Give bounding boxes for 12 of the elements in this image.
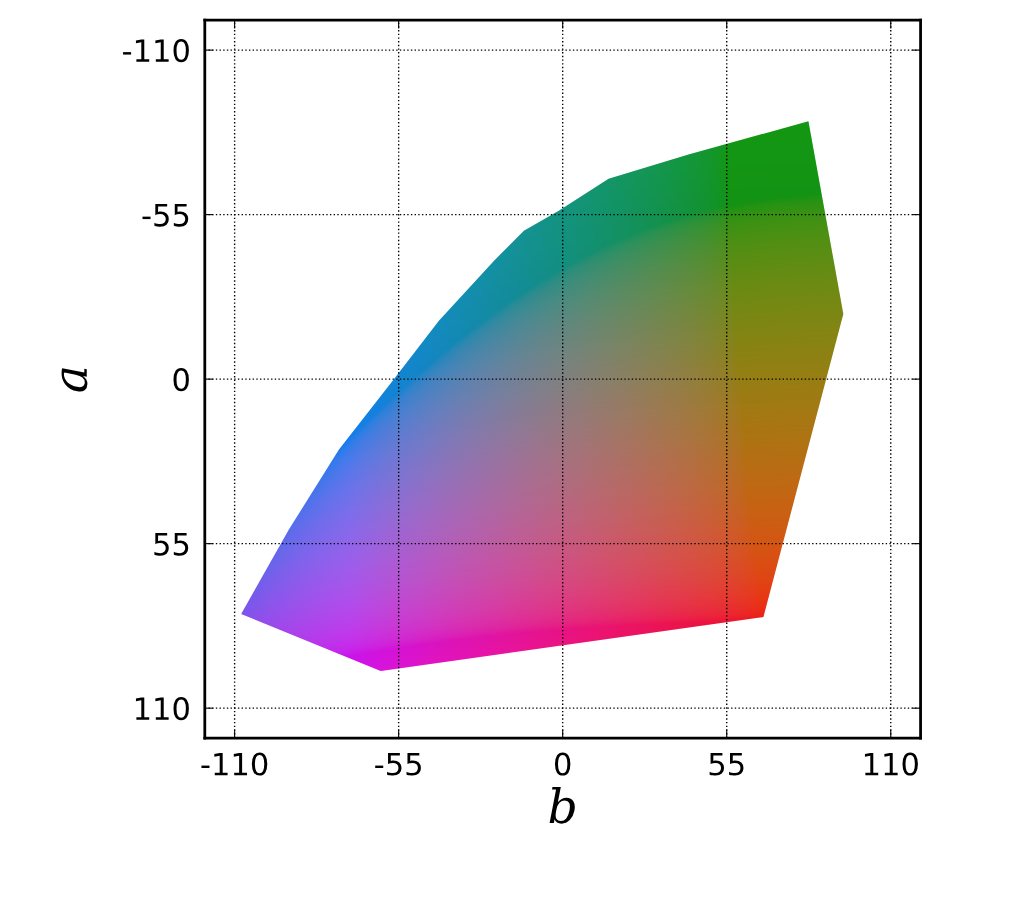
y-tick-label: 0	[173, 368, 189, 392]
x-tick-label: 110	[864, 752, 918, 776]
y-tick-label: -110	[123, 39, 189, 63]
x-tick-label: -55	[375, 752, 421, 776]
y-tick-label: 55	[154, 532, 189, 556]
y-axis-title: a	[61, 368, 88, 392]
x-tick-label: 55	[709, 752, 744, 776]
x-axis-title: b	[549, 787, 575, 824]
x-tick-label: 0	[554, 752, 571, 776]
y-tick-label: -55	[142, 203, 189, 227]
x-tick-label: -110	[201, 752, 268, 776]
y-tick-label: 110	[135, 697, 189, 721]
